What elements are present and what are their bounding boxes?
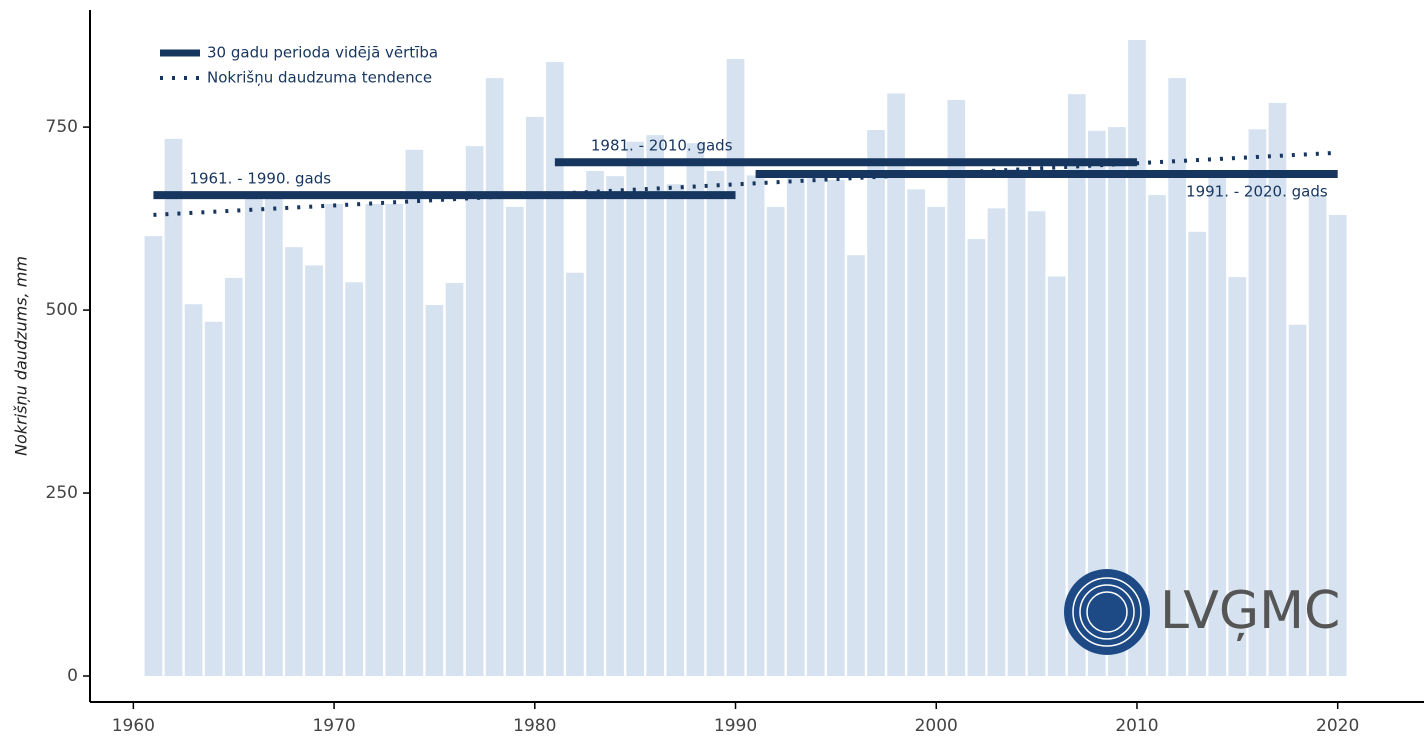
y-tick-label: 0: [67, 666, 78, 686]
bar: [204, 321, 223, 677]
bar: [465, 146, 484, 677]
bar: [1328, 214, 1347, 677]
bar: [1248, 129, 1267, 677]
x-tick-label: 1970: [312, 716, 355, 736]
bar: [706, 171, 725, 677]
bar: [746, 175, 765, 677]
bar: [1007, 168, 1026, 677]
bar: [224, 277, 243, 677]
bar: [786, 175, 805, 677]
bar: [144, 236, 163, 677]
bar: [847, 255, 865, 677]
bar: [1108, 127, 1126, 677]
x-tick-label: 1980: [513, 716, 556, 736]
period-label: 1981. - 2010. gads: [591, 137, 733, 155]
bar: [164, 138, 183, 677]
bar: [525, 116, 544, 677]
bar: [365, 203, 384, 677]
bar: [285, 247, 303, 677]
bar: [887, 93, 905, 677]
bar: [1308, 195, 1327, 677]
bar: [967, 239, 986, 677]
x-tick-label: 2010: [1115, 716, 1158, 736]
bar: [646, 135, 665, 677]
bar: [1067, 94, 1086, 677]
bar: [305, 265, 323, 677]
bar: [987, 208, 1006, 677]
logo-text: LVĢMC: [1160, 581, 1340, 641]
bar: [766, 206, 785, 677]
bar: [566, 272, 584, 677]
logo-ring: [1079, 584, 1135, 640]
bar: [907, 189, 926, 677]
x-tick-label: 2020: [1316, 716, 1359, 736]
bar: [626, 141, 644, 677]
bar: [947, 100, 966, 677]
bar: [1087, 130, 1106, 677]
y-tick-label: 250: [46, 483, 78, 503]
bar: [666, 184, 685, 677]
bar: [1268, 102, 1287, 677]
period-label: 1961. - 1990. gads: [189, 170, 331, 188]
bar: [726, 59, 745, 677]
logo: LVĢMC: [1064, 569, 1340, 655]
x-tick-label: 1990: [714, 716, 757, 736]
bar: [1288, 324, 1307, 677]
logo-ring: [1086, 591, 1128, 633]
bar: [345, 282, 363, 677]
bar: [244, 192, 263, 677]
bar: [325, 203, 343, 677]
bar: [385, 203, 404, 677]
bar: [425, 304, 444, 677]
bar: [927, 206, 946, 677]
bar: [1128, 40, 1146, 677]
bar: [505, 206, 524, 677]
bar: [827, 179, 845, 677]
bar: [867, 130, 885, 677]
bar: [1228, 277, 1247, 677]
legend-label: Nokrišņu daudzuma tendence: [207, 69, 432, 87]
bar: [1027, 211, 1046, 677]
bar: [806, 175, 825, 677]
bar: [485, 78, 504, 677]
bar: [265, 196, 283, 677]
x-tick-label: 2000: [915, 716, 958, 736]
y-tick-label: 500: [46, 300, 78, 320]
bar: [1168, 78, 1186, 677]
bar: [1047, 276, 1066, 677]
logo-ring: [1072, 577, 1142, 647]
x-tick-label: 1960: [112, 716, 155, 736]
bar: [586, 171, 604, 677]
bar: [1188, 231, 1207, 677]
bar: [606, 176, 624, 677]
bar: [686, 143, 705, 677]
bar: [546, 61, 564, 677]
logo-mark: [1064, 569, 1150, 655]
y-axis-label: Nokrišņu daudzums, mm: [12, 256, 31, 456]
bar: [184, 304, 203, 677]
bar: [1148, 195, 1166, 677]
y-tick-label: 750: [46, 117, 78, 137]
bar: [405, 149, 424, 677]
bar: [445, 282, 464, 677]
legend-label: 30 gadu perioda vidējā vērtība: [207, 44, 438, 62]
bar: [1208, 171, 1227, 677]
period-label: 1991. - 2020. gads: [1186, 182, 1328, 200]
